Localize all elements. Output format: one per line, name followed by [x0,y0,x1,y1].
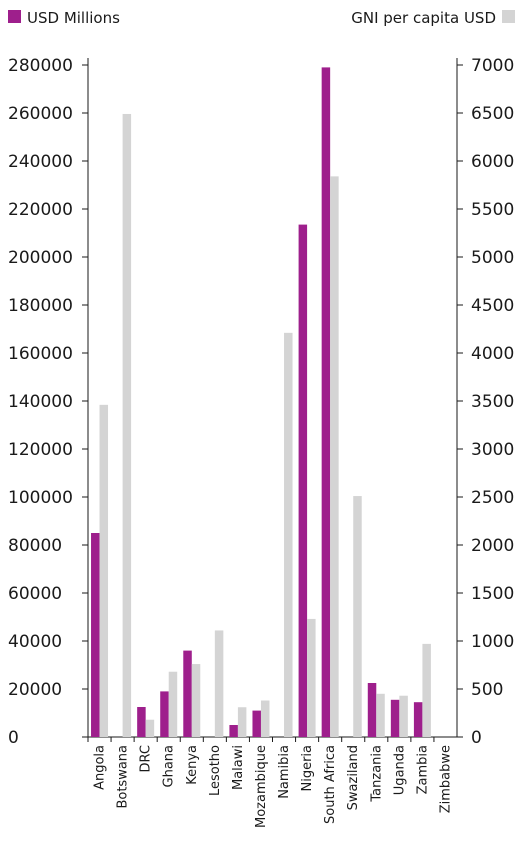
bar-gni-per-capita-botswana [122,113,132,737]
category-labels: Angola Botswana DRC Ghana Kenya Lesotho Malawi… [87,737,453,828]
right-tick-label: 1000 [471,632,514,652]
bar-gni-per-capita-nigeria [307,618,316,737]
left-tick-label: 160000 [8,344,73,364]
bar-usd-millions-malawi [229,725,238,737]
legend-swatch-gni-per-capita [502,10,515,23]
bar-gni-per-capita-mozambique [260,700,270,737]
category-label: Zambia [415,745,430,794]
category-label: Kenya [185,745,200,785]
category-label: DRC [139,745,154,772]
bar-usd-millions-tanzania [367,683,377,737]
category-label: Nigeria [300,745,315,792]
category-label: Lesotho [208,745,223,796]
category-label: Tanzania [369,745,384,803]
bar-gni-per-capita-angola [99,404,109,737]
right-tick-label: 2000 [471,536,514,556]
bar-gni-per-capita-swaziland [353,496,362,737]
bar-gni-per-capita-namibia [284,332,293,737]
bars [91,67,431,738]
bar-gni-per-capita-drc [145,719,155,737]
right-tick-label: 500 [471,680,503,700]
category-label: Swaziland [346,745,361,810]
left-tick-label: 180000 [8,296,73,316]
bar-gni-per-capita-uganda [399,695,408,737]
left-tick-label: 60000 [8,584,62,604]
left-axis-ticks: 0 20000 40000 60000 80000 100000 120000 140000 1… [8,56,88,748]
bar-usd-millions-kenya [183,650,192,737]
bar-gni-per-capita-south-africa [330,176,339,738]
category-label: Angola [93,745,108,790]
right-tick-label: 3000 [471,440,514,460]
bar-gni-per-capita-zambia [422,643,431,737]
bar-gni-per-capita-lesotho [214,630,224,737]
left-tick-label: 100000 [8,488,73,508]
left-tick-label: 260000 [8,104,73,124]
right-tick-label: 1500 [471,584,514,604]
category-label: Ghana [162,745,177,788]
left-tick-label: 20000 [8,680,62,700]
left-tick-label: 200000 [8,248,73,268]
bar-usd-millions-angola [91,533,100,737]
bar-usd-millions-nigeria [298,224,308,738]
category-label: Namibia [277,745,292,799]
category-label: Malawi [231,745,246,790]
category-label: South Africa [323,745,338,824]
right-tick-label: 0 [471,728,482,748]
bar-usd-millions-uganda [390,699,400,737]
bar-usd-millions-mozambique [252,710,261,737]
bar-usd-millions-south-africa [321,67,331,737]
right-tick-label: 2500 [471,488,514,508]
category-label: Botswana [116,745,131,809]
left-tick-label: 0 [8,728,19,748]
left-tick-label: 140000 [8,392,73,412]
left-tick-label: 220000 [8,200,73,220]
right-tick-label: 3500 [471,392,514,412]
left-tick-label: 280000 [8,56,73,76]
bar-usd-millions-zambia [413,702,423,737]
right-tick-label: 6000 [471,152,514,172]
legend: USD Millions GNI per capita USD [8,9,515,27]
category-label: Uganda [392,745,407,795]
right-tick-label: 4500 [471,296,514,316]
right-tick-label: 5500 [471,200,514,220]
legend-label-gni-per-capita: GNI per capita USD [351,9,496,27]
right-tick-label: 5000 [471,248,514,268]
category-label: Mozambique [254,745,269,828]
legend-label-usd-millions: USD Millions [27,9,120,27]
left-tick-label: 240000 [8,152,73,172]
right-axis-ticks: 0 500 1000 1500 2000 2500 3000 3500 4000 4500 5000… [457,56,514,748]
right-tick-label: 7000 [471,56,514,76]
legend-swatch-usd-millions [8,10,21,23]
category-label: Zimbabwe [438,745,453,813]
bar-gni-per-capita-ghana [168,671,178,737]
bar-gni-per-capita-malawi [237,707,247,737]
left-tick-label: 40000 [8,632,62,652]
bar-gni-per-capita-kenya [191,664,201,737]
bar-usd-millions-drc [137,707,146,737]
right-tick-label: 4000 [471,344,514,364]
left-tick-label: 80000 [8,536,62,556]
left-tick-label: 120000 [8,440,73,460]
bar-gni-per-capita-tanzania [376,693,385,737]
bar-usd-millions-ghana [160,691,169,737]
right-tick-label: 6500 [471,104,514,124]
